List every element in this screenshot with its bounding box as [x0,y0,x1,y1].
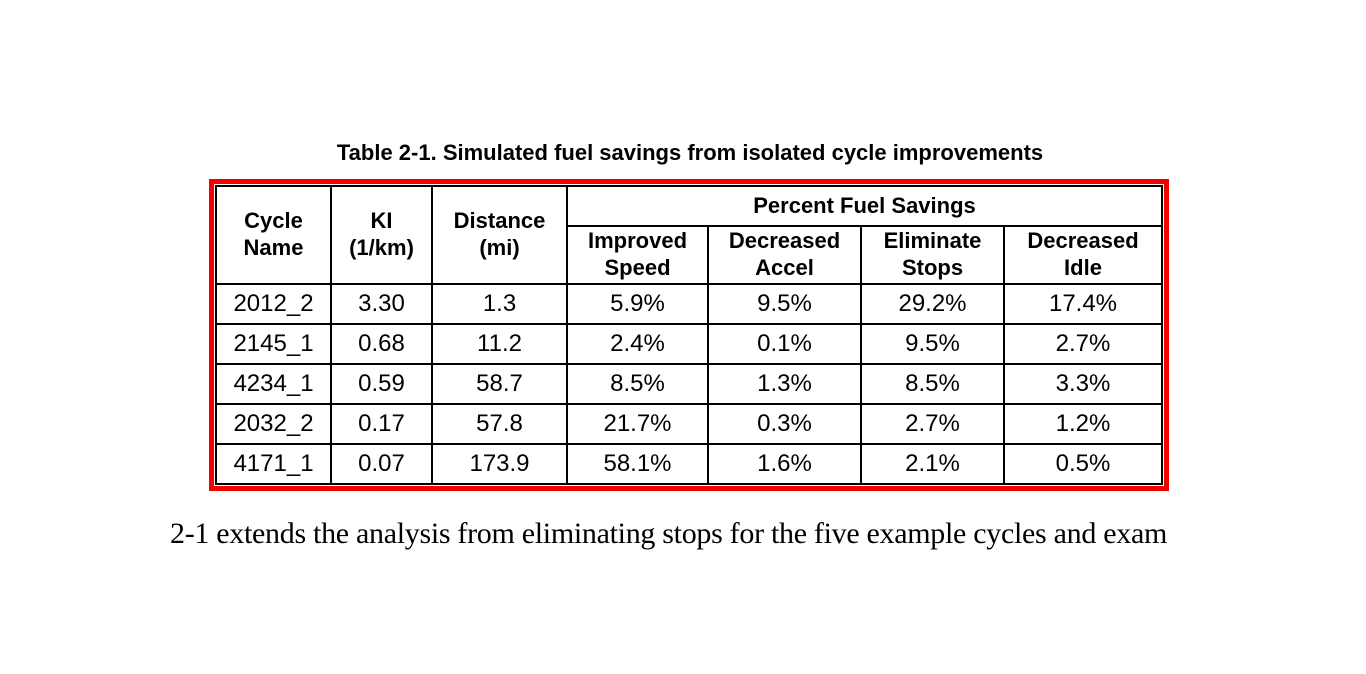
cell-decreased-accel: 0.1% [707,323,862,365]
cell-ki: 0.68 [330,323,433,365]
header-improved-speed: Improved Speed [566,225,709,285]
header-eliminate-stops: Eliminate Stops [860,225,1005,285]
fuel-savings-table: Cycle Name KI (1/km) Distance (mi) Perce… [215,185,1163,485]
header-row-sub: Improved Speed Decreased Accel Eliminate… [216,225,1163,285]
cell-eliminate-stops: 8.5% [860,363,1005,405]
cell-distance: 11.2 [431,323,568,365]
cell-improved-speed: 58.1% [566,443,709,485]
cell-distance: 1.3 [431,283,568,325]
table-red-frame: Cycle Name KI (1/km) Distance (mi) Perce… [209,179,1169,491]
cell-cycle-name: 2012_2 [215,283,332,325]
header-decreased-accel: Decreased Accel [707,225,862,285]
body-text-line: 2-1 extends the analysis from eliminatin… [170,517,1167,550]
cell-eliminate-stops: 9.5% [860,323,1005,365]
table-row: 2145_1 0.68 11.2 2.4% 0.1% 9.5% 2.7% [215,323,1163,365]
cell-ki: 0.17 [330,403,433,445]
cell-decreased-idle: 3.3% [1003,363,1163,405]
cell-eliminate-stops: 2.7% [860,403,1005,445]
cell-distance: 173.9 [431,443,568,485]
cell-distance: 57.8 [431,403,568,445]
cell-cycle-name: 4234_1 [215,363,332,405]
table-row: 4171_1 0.07 173.9 58.1% 1.6% 2.1% 0.5% [215,443,1163,485]
cell-decreased-accel: 0.3% [707,403,862,445]
cell-decreased-idle: 1.2% [1003,403,1163,445]
table-row: 2012_2 3.30 1.3 5.9% 9.5% 29.2% 17.4% [215,283,1163,325]
table-row: 2032_2 0.17 57.8 21.7% 0.3% 2.7% 1.2% [215,403,1163,445]
cell-improved-speed: 2.4% [566,323,709,365]
cell-improved-speed: 21.7% [566,403,709,445]
table-row: 4234_1 0.59 58.7 8.5% 1.3% 8.5% 3.3% [215,363,1163,405]
cell-decreased-accel: 1.6% [707,443,862,485]
cell-cycle-name: 2032_2 [215,403,332,445]
cell-decreased-idle: 2.7% [1003,323,1163,365]
cell-improved-speed: 8.5% [566,363,709,405]
cell-cycle-name: 2145_1 [215,323,332,365]
cell-improved-speed: 5.9% [566,283,709,325]
table-caption: Table 2-1. Simulated fuel savings from i… [336,140,1044,165]
header-cycle-name: Cycle Name [215,185,332,285]
header-percent-fuel-savings: Percent Fuel Savings [566,185,1163,227]
cell-decreased-accel: 9.5% [707,283,862,325]
header-decreased-idle: Decreased Idle [1003,225,1163,285]
cell-eliminate-stops: 2.1% [860,443,1005,485]
cell-cycle-name: 4171_1 [215,443,332,485]
cell-eliminate-stops: 29.2% [860,283,1005,325]
cell-ki: 3.30 [330,283,433,325]
header-row-group: Cycle Name KI (1/km) Distance (mi) Perce… [215,185,1163,285]
cell-distance: 58.7 [431,363,568,405]
cell-decreased-accel: 1.3% [707,363,862,405]
cell-ki: 0.07 [330,443,433,485]
header-distance: Distance (mi) [431,185,568,285]
cell-decreased-idle: 0.5% [1003,443,1163,485]
header-ki: KI (1/km) [330,185,433,285]
cell-decreased-idle: 17.4% [1003,283,1163,325]
cell-ki: 0.59 [330,363,433,405]
